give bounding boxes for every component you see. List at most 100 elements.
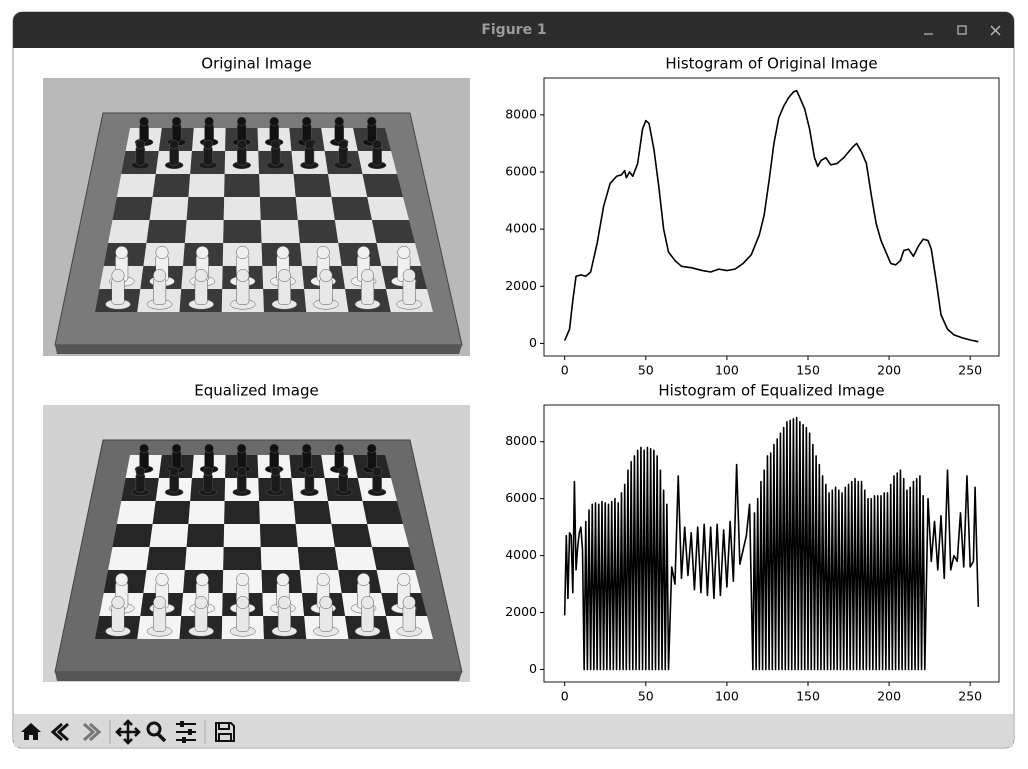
chess-piece-head — [204, 443, 214, 454]
chess-piece-head — [338, 466, 349, 477]
back-button[interactable] — [50, 722, 69, 742]
window-title: Figure 1 — [481, 22, 546, 38]
board-square — [223, 220, 262, 243]
board-square — [149, 524, 189, 547]
chess-piece-head — [372, 466, 382, 477]
toolbar — [14, 714, 1013, 747]
chess-piece-head — [135, 139, 146, 150]
y-tick-label: 2000 — [505, 604, 537, 619]
y-tick-label: 0 — [529, 335, 537, 350]
image — [43, 78, 470, 356]
chess-piece-head — [236, 116, 247, 127]
board-square — [260, 547, 300, 570]
board-square — [331, 524, 372, 547]
pan-button[interactable] — [115, 719, 141, 745]
chart-title: Histogram of Original Image — [665, 55, 877, 73]
y-tick-label: 4000 — [505, 221, 537, 236]
y-tick-label: 8000 — [505, 106, 537, 121]
x-tick-label: 50 — [638, 363, 654, 378]
chess-piece-head — [195, 573, 209, 586]
board-square — [260, 220, 300, 243]
chess-piece-head — [171, 443, 182, 454]
slider-knob — [188, 729, 192, 735]
image-title: Original Image — [201, 55, 311, 73]
chess-piece-head — [236, 573, 250, 586]
image-title: Equalized Image — [194, 382, 318, 400]
y-tick-label: 0 — [529, 661, 537, 676]
chess-piece-head — [203, 139, 213, 150]
chess-piece-head — [316, 246, 330, 259]
board-square — [295, 524, 335, 547]
x-tick-label: 200 — [877, 363, 901, 378]
close-button[interactable] — [990, 25, 1001, 36]
chess-piece-head — [361, 269, 375, 282]
board-square — [293, 501, 332, 524]
chess-piece-head — [236, 269, 250, 282]
chess-piece-head — [153, 269, 167, 282]
chess-piece-head — [171, 116, 182, 127]
y-tick-label: 6000 — [505, 490, 537, 505]
chess-piece-head — [139, 116, 149, 127]
x-tick-label: 150 — [796, 363, 820, 378]
histogram-line — [563, 89, 979, 343]
chess-piece-head — [397, 246, 411, 259]
chess-piece-head — [304, 139, 315, 150]
board-square — [223, 524, 261, 547]
chess-piece-head — [153, 596, 167, 609]
save-button[interactable] — [215, 722, 235, 742]
y-tick-label: 8000 — [505, 433, 537, 448]
chess-piece-head — [334, 443, 344, 454]
y-tick-label: 6000 — [505, 164, 537, 179]
chess-piece-head — [169, 466, 179, 477]
title-bar — [13, 12, 1014, 48]
board-square — [188, 501, 225, 524]
board-square — [186, 524, 225, 547]
board-square — [146, 547, 187, 570]
x-tick-label: 250 — [958, 689, 982, 704]
board-square — [112, 197, 153, 220]
board-square — [295, 197, 335, 220]
board-square — [108, 220, 150, 243]
board-square — [371, 220, 415, 243]
board-square — [362, 501, 403, 524]
chess-piece-head — [319, 269, 333, 282]
chess-piece-head — [270, 466, 281, 477]
chess-piece-head — [204, 116, 214, 127]
chess-piece-head — [338, 139, 349, 150]
chess-piece-head — [316, 573, 330, 586]
board-square — [223, 197, 261, 220]
board-square — [224, 501, 260, 524]
chess-piece-head — [237, 139, 247, 150]
chess-piece-head — [277, 596, 291, 609]
chess-piece-head — [366, 116, 377, 127]
board-square — [293, 174, 332, 197]
chess-piece-head — [111, 269, 125, 282]
board-square — [152, 174, 191, 197]
chess-piece-head — [194, 596, 208, 609]
board-square — [184, 220, 224, 243]
chess-piece-head — [194, 269, 208, 282]
chess-piece-head — [236, 246, 250, 259]
home-button[interactable] — [21, 723, 41, 740]
board-square — [116, 174, 156, 197]
chess-piece-head — [372, 139, 382, 150]
board-square — [186, 197, 225, 220]
zoom-button[interactable] — [146, 721, 162, 737]
forward-button[interactable] — [83, 722, 102, 742]
maximize-button[interactable] — [957, 25, 967, 35]
chess-piece-head — [111, 596, 125, 609]
histogram-line — [563, 416, 980, 671]
chess-piece-head — [357, 573, 371, 586]
zoom-handle — [156, 732, 167, 743]
chess-piece-head — [115, 246, 129, 259]
chess-piece-head — [169, 139, 179, 150]
x-tick-label: 200 — [877, 689, 901, 704]
board-square — [184, 547, 224, 570]
chess-piece-head — [277, 269, 291, 282]
x-tick-label: 0 — [561, 689, 569, 704]
chess-piece-head — [402, 596, 416, 609]
chess-piece-head — [361, 596, 375, 609]
chess-piece-head — [276, 573, 290, 586]
